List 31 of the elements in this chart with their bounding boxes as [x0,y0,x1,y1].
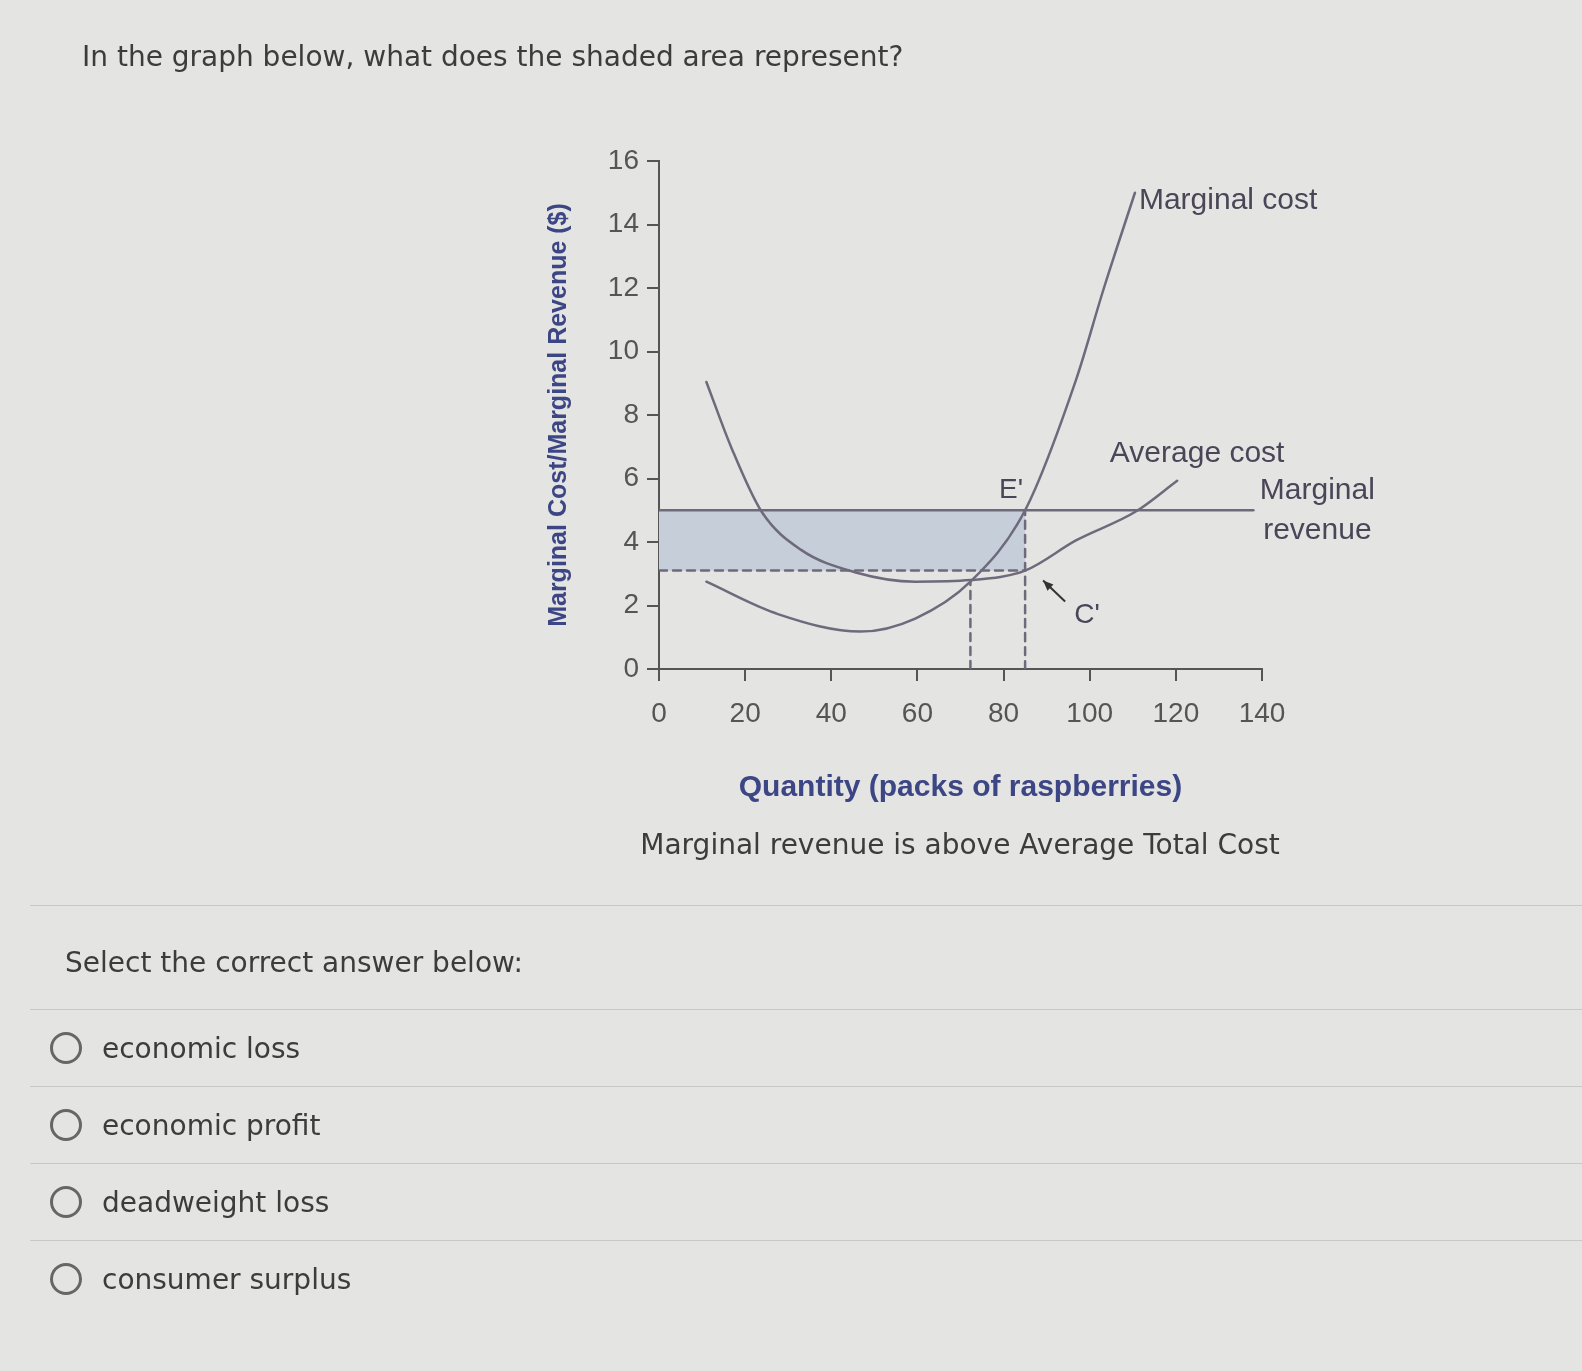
series-label: Marginal revenue [1259,471,1375,545]
x-tick-label: 40 [815,696,847,728]
annotation: E' [999,472,1024,504]
annotation: C' [1074,598,1100,630]
y-axis-title: Marginal Cost/Marginal Revenue ($) [542,203,571,627]
text: consumer surplus [102,1262,352,1296]
x-tick-label: 20 [729,696,761,728]
x-axis-title: Quantity (packs of raspberries) [738,769,1183,803]
y-tick-label: 10 [607,334,639,366]
text: Marginal revenue is above Average Total Cost [639,828,1281,861]
y-tick-label: 0 [623,651,639,683]
x-tick-label: 100 [1066,696,1114,728]
y-tick-label: 16 [607,143,639,175]
y-tick-label: 12 [607,270,639,302]
chart-title: In the graph below, what does the shaded area represent? [82,40,904,73]
text: deadweight loss [102,1185,330,1219]
text: Select the correct answer below: [64,945,524,981]
y-tick-label: 2 [623,588,639,620]
y-tick-label: 8 [623,397,639,429]
y-tick-label: 6 [623,461,639,493]
series-label: Average cost [1109,434,1286,468]
y-tick-label: 14 [607,207,639,239]
text: economic loss [102,1031,301,1065]
x-tick-label: 60 [901,696,934,728]
y-tick-label: 4 [623,524,639,556]
text: economic profit [102,1108,321,1142]
x-tick-label: 0 [651,696,667,728]
x-tick-label: 140 [1238,696,1286,728]
series-label: Marginal cost [1138,182,1319,216]
x-tick-label: 80 [987,696,1020,728]
x-tick-label: 120 [1152,696,1200,728]
